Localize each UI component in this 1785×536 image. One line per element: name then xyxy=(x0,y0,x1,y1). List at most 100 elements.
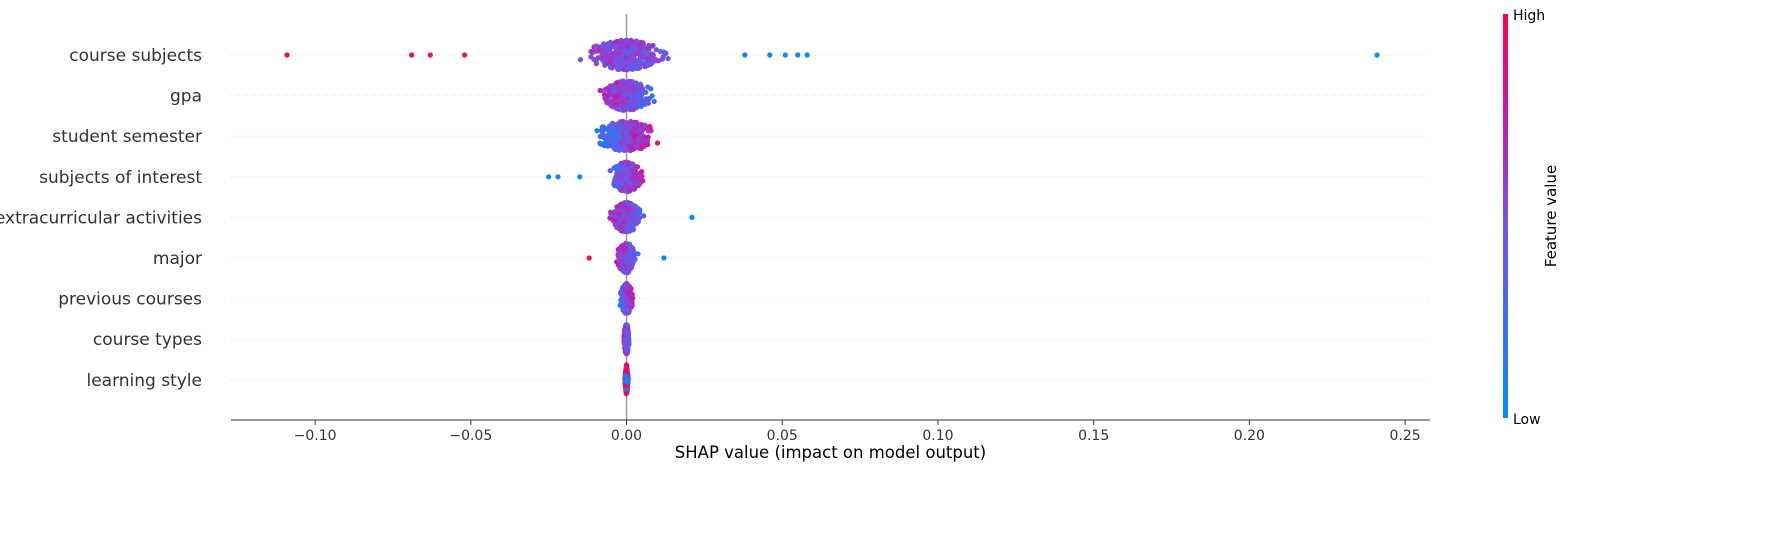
shap-point xyxy=(631,134,637,141)
shap-point xyxy=(618,119,625,125)
shap-point xyxy=(625,100,631,107)
feature-label: previous courses xyxy=(58,290,202,310)
colorbar-low-label: Low xyxy=(1513,412,1541,428)
shap-point xyxy=(644,45,650,51)
colorbar xyxy=(1503,14,1508,418)
shap-point xyxy=(645,84,651,90)
shap-point xyxy=(622,246,628,252)
shap-point-outlier xyxy=(1374,52,1380,58)
shap-point xyxy=(629,163,635,169)
shap-point xyxy=(624,335,630,342)
shap-point xyxy=(614,38,620,45)
shap-point xyxy=(642,122,648,129)
shap-point xyxy=(611,87,617,93)
shap-point xyxy=(623,51,630,57)
shap-point xyxy=(645,100,651,106)
shap-point xyxy=(624,224,631,230)
shap-point xyxy=(636,90,642,96)
shap-point xyxy=(645,56,651,62)
shap-point-outlier xyxy=(409,52,415,58)
shap-point xyxy=(607,92,613,98)
shap-point xyxy=(604,100,610,106)
shap-point xyxy=(625,379,631,385)
shap-point xyxy=(613,221,619,227)
shap-point xyxy=(627,297,633,303)
shap-point xyxy=(620,177,626,183)
shap-point xyxy=(643,96,649,102)
shap-point xyxy=(628,92,634,99)
shap-point xyxy=(638,97,644,103)
shap-point xyxy=(620,212,626,218)
shap-point xyxy=(642,64,648,70)
shap-point xyxy=(654,140,661,146)
shap-point xyxy=(624,205,630,212)
shap-point xyxy=(590,49,596,56)
feature-label: subjects of interest xyxy=(39,168,202,188)
shap-point xyxy=(620,202,626,208)
shap-point xyxy=(637,46,643,52)
shap-point xyxy=(629,203,635,209)
shap-point xyxy=(616,163,622,169)
shap-point xyxy=(630,46,636,52)
x-tick-label: 0.25 xyxy=(1389,428,1420,444)
shap-point xyxy=(607,64,614,70)
shap-point xyxy=(616,106,623,112)
shap-point xyxy=(601,88,607,94)
x-tick-label: 0.10 xyxy=(922,428,953,444)
shap-point xyxy=(623,128,629,135)
shap-point xyxy=(651,98,657,105)
shap-point xyxy=(637,215,643,221)
shap-point xyxy=(608,124,614,131)
shap-point xyxy=(593,43,599,49)
shap-point xyxy=(611,165,617,171)
feature-label: course types xyxy=(93,330,202,350)
shap-point xyxy=(645,138,651,144)
shap-point xyxy=(620,39,626,45)
shap-point-outlier xyxy=(804,52,810,58)
shap-point xyxy=(623,367,629,373)
shap-point-outlier xyxy=(767,52,773,58)
x-tick-label: −0.10 xyxy=(294,428,337,444)
shap-point xyxy=(637,181,643,187)
shap-point xyxy=(659,56,665,62)
shap-point xyxy=(630,178,636,184)
shap-point xyxy=(624,133,630,139)
shap-point xyxy=(645,141,651,148)
shap-point xyxy=(601,140,607,146)
feature-labels: course subjects gpa student semester subjec… xyxy=(0,46,202,391)
shap-point xyxy=(608,143,614,149)
shap-point xyxy=(637,81,644,87)
shap-point xyxy=(623,168,629,175)
shap-point xyxy=(607,39,614,45)
shap-point xyxy=(626,65,633,71)
colorbar-high-label: High xyxy=(1513,8,1545,24)
shap-point xyxy=(614,54,621,61)
shap-point xyxy=(630,85,636,92)
feature-label: course subjects xyxy=(69,46,202,66)
shap-point xyxy=(615,253,622,260)
shap-point xyxy=(625,307,631,313)
shap-point xyxy=(616,249,622,255)
shap-point xyxy=(609,212,615,218)
shap-point xyxy=(619,187,625,194)
shap-point xyxy=(622,373,628,379)
shap-point xyxy=(611,145,617,151)
shap-point xyxy=(626,241,633,247)
shap-point xyxy=(607,83,613,89)
x-tick-label: 0.00 xyxy=(611,428,642,444)
shap-point xyxy=(619,52,626,58)
shap-point xyxy=(625,265,631,271)
shap-point xyxy=(627,59,633,65)
shap-point xyxy=(618,124,624,130)
shap-point xyxy=(600,48,607,54)
shap-point xyxy=(605,87,611,93)
shap-points xyxy=(284,37,1380,397)
shap-point xyxy=(632,104,638,110)
x-axis-ticks: −0.10 −0.05 0.00 0.05 0.10 0.15 0.20 0.25 xyxy=(294,420,1421,444)
shap-point xyxy=(627,143,633,149)
shap-point xyxy=(623,341,629,347)
shap-point xyxy=(620,78,626,84)
shap-point xyxy=(614,94,620,100)
shap-point-outlier xyxy=(782,52,788,58)
